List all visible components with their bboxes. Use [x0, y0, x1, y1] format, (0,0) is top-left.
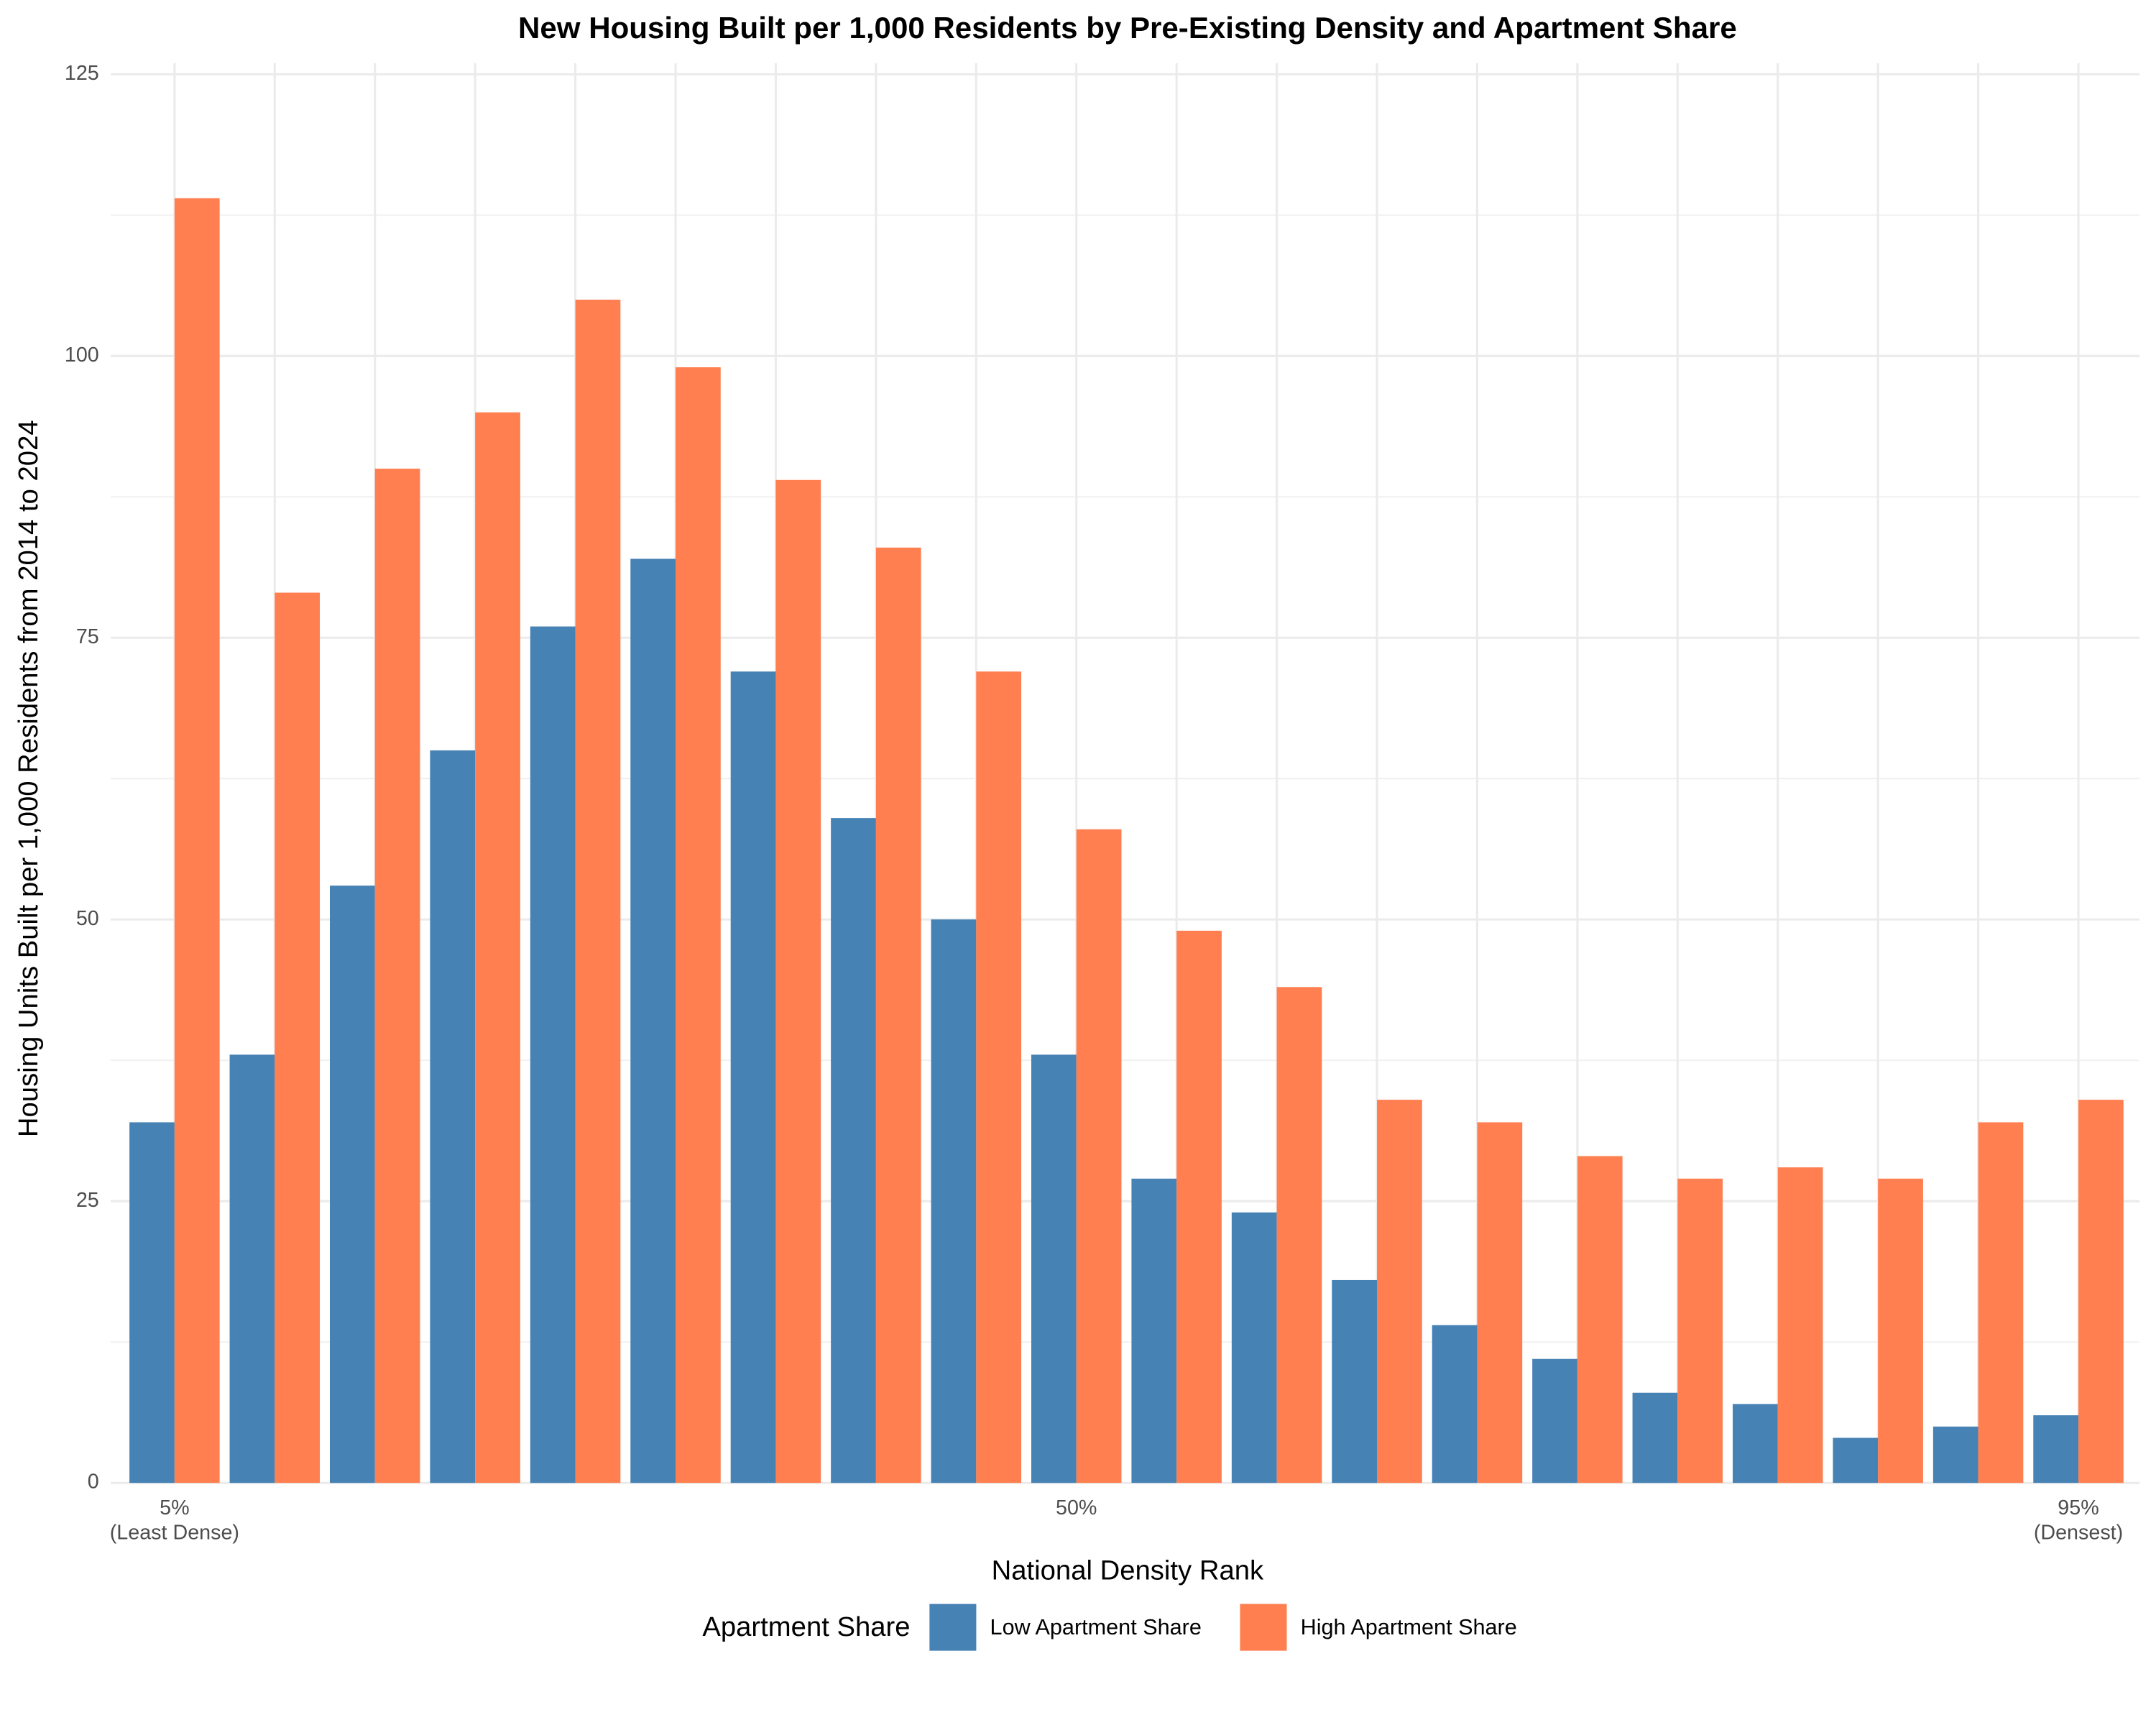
bar	[530, 626, 576, 1484]
bar	[1833, 1438, 1879, 1484]
bar	[229, 1054, 275, 1484]
y-tick-label: 50	[76, 907, 99, 930]
bar	[2033, 1415, 2079, 1484]
bar	[1377, 1100, 1422, 1484]
bar	[1732, 1404, 1778, 1484]
y-tick-label: 75	[76, 625, 99, 648]
bar	[1632, 1392, 1678, 1484]
bar	[1777, 1167, 1823, 1484]
bar	[275, 592, 321, 1484]
bar	[1878, 1178, 1923, 1484]
bar	[1276, 987, 1322, 1484]
bar	[1677, 1178, 1723, 1484]
y-tick-label: 125	[65, 62, 99, 85]
bar	[1932, 1426, 1978, 1484]
bar	[931, 919, 977, 1484]
bar	[1532, 1358, 1577, 1484]
bar	[430, 750, 476, 1484]
bar	[1176, 930, 1222, 1484]
chart-title: New Housing Built per 1,000 Residents by…	[518, 11, 1737, 45]
bar	[875, 547, 921, 1484]
bar	[976, 671, 1022, 1484]
y-tick-label: 100	[65, 344, 99, 367]
bar	[329, 886, 375, 1484]
legend-swatch	[1240, 1604, 1287, 1651]
legend-label: Low Apartment Share	[990, 1615, 1202, 1639]
bar	[1031, 1054, 1077, 1484]
x-tick-label: 95% (Densest)	[2033, 1496, 2124, 1545]
legend-title: Apartment Share	[702, 1611, 910, 1642]
bar	[129, 1122, 175, 1484]
y-axis-label: Housing Units Built per 1,000 Residents …	[13, 420, 44, 1137]
bar	[1332, 1279, 1378, 1484]
x-tick-label: 50%	[1056, 1496, 1097, 1520]
bar	[575, 299, 621, 1484]
legend-label: High Apartment Share	[1301, 1615, 1517, 1639]
bar	[831, 818, 876, 1484]
bar	[2078, 1100, 2124, 1484]
bar	[1076, 829, 1122, 1484]
bar	[1477, 1122, 1523, 1484]
bar	[775, 479, 821, 1484]
bar	[174, 198, 220, 1484]
x-axis-label: National Density Rank	[992, 1555, 1264, 1586]
bar	[676, 367, 721, 1484]
y-tick-label: 25	[76, 1189, 99, 1212]
bar	[374, 469, 420, 1484]
bar	[730, 671, 776, 1484]
bar	[1978, 1122, 2024, 1484]
x-tick-label: 5% (Least Dense)	[109, 1496, 239, 1545]
bar	[1131, 1178, 1177, 1484]
y-tick-label: 0	[88, 1471, 99, 1494]
bar	[1577, 1156, 1623, 1484]
bar	[475, 412, 520, 1484]
bar	[1432, 1325, 1478, 1484]
bar	[630, 558, 676, 1484]
bar	[1231, 1212, 1277, 1484]
legend-swatch	[929, 1604, 977, 1651]
